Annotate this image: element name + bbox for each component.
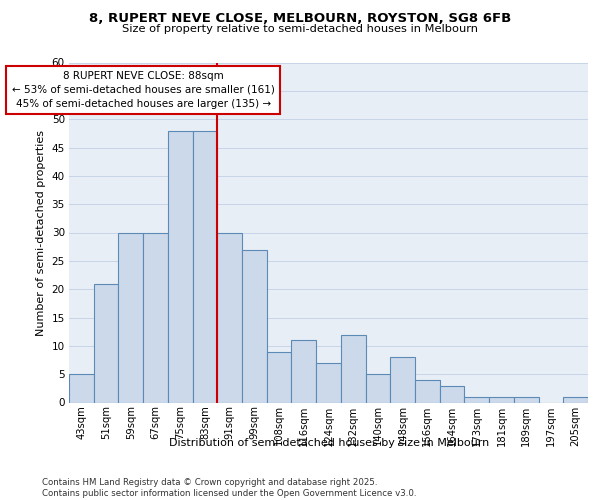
Bar: [292, 340, 316, 402]
Text: Distribution of semi-detached houses by size in Melbourn: Distribution of semi-detached houses by …: [169, 438, 489, 448]
Bar: [242, 250, 267, 402]
Bar: [365, 374, 390, 402]
Text: 8 RUPERT NEVE CLOSE: 88sqm
← 53% of semi-detached houses are smaller (161)
45% o: 8 RUPERT NEVE CLOSE: 88sqm ← 53% of semi…: [12, 71, 275, 109]
Text: 8, RUPERT NEVE CLOSE, MELBOURN, ROYSTON, SG8 6FB: 8, RUPERT NEVE CLOSE, MELBOURN, ROYSTON,…: [89, 12, 511, 26]
Y-axis label: Number of semi-detached properties: Number of semi-detached properties: [36, 130, 46, 336]
Bar: [316, 363, 341, 403]
Bar: [563, 397, 588, 402]
Bar: [217, 232, 242, 402]
Bar: [267, 352, 292, 403]
Bar: [69, 374, 94, 402]
Bar: [341, 334, 365, 402]
Text: Size of property relative to semi-detached houses in Melbourn: Size of property relative to semi-detach…: [122, 24, 478, 34]
Bar: [143, 232, 168, 402]
Bar: [489, 397, 514, 402]
Bar: [118, 232, 143, 402]
Bar: [464, 397, 489, 402]
Bar: [415, 380, 440, 402]
Bar: [193, 130, 217, 402]
Bar: [440, 386, 464, 402]
Bar: [390, 357, 415, 403]
Bar: [514, 397, 539, 402]
Bar: [94, 284, 118, 403]
Bar: [168, 130, 193, 402]
Text: Contains HM Land Registry data © Crown copyright and database right 2025.
Contai: Contains HM Land Registry data © Crown c…: [42, 478, 416, 498]
